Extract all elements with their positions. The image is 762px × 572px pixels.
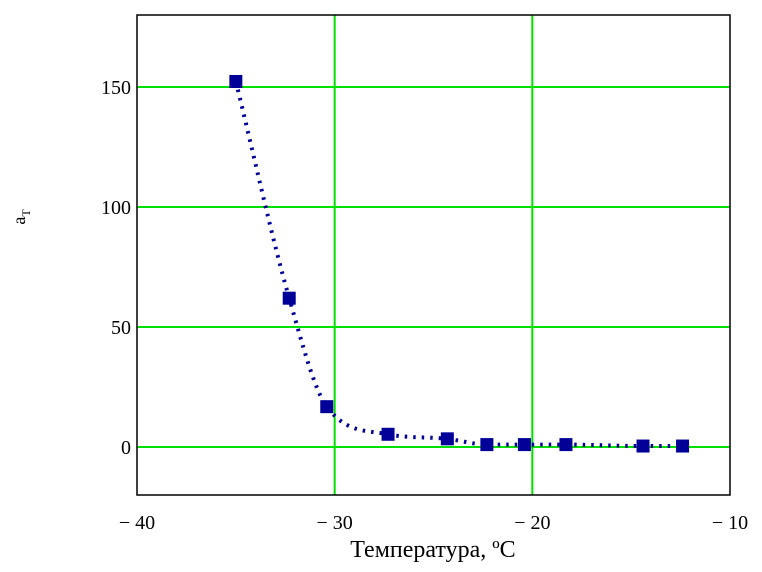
y-tick-label: 100	[101, 197, 131, 219]
y-axis-label-main: a	[9, 217, 29, 225]
data-point-marker	[440, 432, 454, 446]
data-point-marker	[381, 427, 395, 441]
grid-layer	[137, 15, 730, 495]
data-point-marker	[480, 438, 494, 452]
y-axis-label: aT	[9, 209, 33, 225]
plot-frame	[136, 14, 731, 496]
x-tick-label: − 10	[712, 512, 748, 534]
data-point-marker	[676, 439, 690, 453]
x-tick-label: − 30	[317, 512, 353, 534]
ticks-layer: − 40 − 30 − 20 − 10 0 50 100 150	[101, 77, 748, 534]
data-point-marker	[559, 438, 573, 452]
data-point-marker	[282, 291, 296, 305]
y-axis-label-subscript: T	[19, 209, 33, 217]
x-tick-label: − 40	[119, 512, 155, 534]
series-line	[233, 81, 683, 449]
x-tick-label: − 20	[514, 512, 550, 534]
svg-text:aT: aT	[9, 209, 33, 225]
y-tick-label: 0	[121, 437, 131, 459]
data-point-marker	[229, 74, 243, 88]
data-point-marker	[636, 439, 650, 453]
y-tick-label: 50	[111, 317, 131, 339]
series-layer	[229, 74, 690, 453]
x-axis-label: Температура, ºC	[350, 537, 515, 563]
data-point-marker	[320, 400, 334, 414]
y-tick-label: 150	[101, 77, 131, 99]
data-point-marker	[517, 438, 531, 452]
